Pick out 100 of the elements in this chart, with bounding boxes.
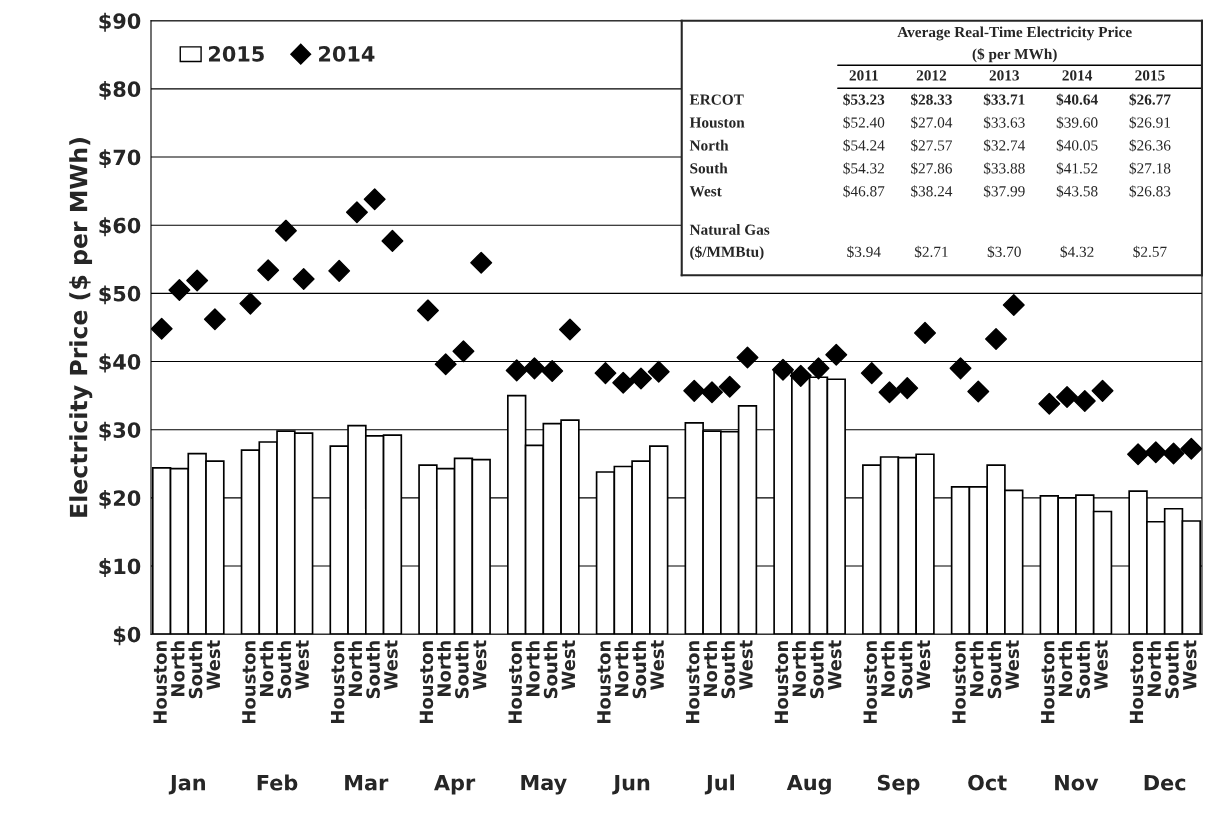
- text: Feb: [257, 774, 298, 791]
- text: Jan: [168, 775, 205, 795]
- y-tick-label: $40: [99, 353, 141, 373]
- annotation: $2.71: [914, 245, 948, 258]
- x-tick-label: Houston: [508, 641, 522, 724]
- x-tick-label: Houston: [863, 641, 877, 724]
- annotation: $26.77: [1129, 93, 1171, 106]
- x-tick-label: North: [525, 641, 540, 696]
- annotation: $27.57: [911, 139, 953, 152]
- x-tick-label: North: [969, 641, 984, 696]
- annotation: $54.24: [843, 139, 885, 152]
- annotation: $4.32: [1060, 245, 1094, 258]
- x-tick-label: North: [792, 641, 806, 696]
- annotation: $27.86: [911, 162, 952, 175]
- x-tick-label: North: [436, 641, 451, 696]
- x-tick-label: North: [1147, 641, 1162, 696]
- annotation: ($ per MWh): [972, 47, 1057, 63]
- x-tick-label: West: [473, 640, 487, 691]
- x-tick-label: Houston: [153, 641, 167, 724]
- x-tick-label: Houston: [597, 641, 611, 724]
- annotation: South: [690, 162, 728, 174]
- x-tick-label: West: [206, 640, 221, 691]
- x-tick-label: Houston: [1041, 641, 1055, 724]
- x-tick-label: West: [650, 640, 664, 691]
- text: Dec: [1144, 775, 1186, 791]
- y-tick-label: $30: [99, 421, 141, 441]
- annotation: $27.04: [911, 116, 953, 129]
- x-tick-label: South: [1076, 641, 1091, 699]
- x-tick-label: South: [188, 641, 203, 699]
- annotation: $39.60: [1056, 116, 1098, 129]
- text: May: [521, 774, 567, 795]
- x-tick-label: North: [880, 641, 895, 696]
- x-tick-label: West: [1183, 640, 1197, 691]
- annotation: $26.91: [1129, 116, 1171, 129]
- annotation: Houston: [689, 117, 745, 128]
- text: Apr: [434, 775, 476, 795]
- x-tick-label: Houston: [1129, 641, 1144, 724]
- x-tick-label: West: [916, 640, 931, 691]
- text: Oct: [968, 774, 1007, 791]
- y-tick-label: $80: [99, 80, 141, 100]
- annotation: $38.24: [911, 185, 953, 198]
- annotation: $33.71: [983, 93, 1025, 106]
- annotation: $32.74: [983, 139, 1026, 152]
- x-tick-label: South: [898, 641, 913, 699]
- annotation: $33.88: [983, 162, 1025, 175]
- x-tick-label: West: [1005, 640, 1020, 691]
- annotation: $33.63: [983, 116, 1025, 129]
- annotation: $37.99: [983, 185, 1025, 198]
- y-tick-label: $90: [99, 12, 141, 32]
- text: Jun: [612, 775, 650, 795]
- annotation: $26.83: [1129, 185, 1171, 198]
- text: Sep: [877, 774, 920, 795]
- annotation: $26.36: [1129, 139, 1171, 152]
- x-tick-label: South: [632, 641, 647, 699]
- annotation: 2013: [989, 70, 1020, 81]
- annotation: ERCOT: [689, 94, 744, 105]
- annotation: West: [689, 186, 722, 197]
- annotation: $40.05: [1056, 139, 1098, 152]
- annotation: $41.52: [1056, 162, 1098, 175]
- x-tick-label: South: [365, 641, 380, 699]
- annotation: 2011: [849, 70, 878, 81]
- annotation: $3.94: [847, 245, 881, 258]
- legend-label: 2015: [208, 45, 264, 62]
- annotation: $52.40: [843, 116, 885, 129]
- annotation: $27.18: [1129, 162, 1171, 175]
- x-tick-label: West: [828, 640, 842, 691]
- x-tick-label: West: [1094, 640, 1108, 691]
- annotation: $43.58: [1056, 185, 1098, 198]
- x-tick-label: West: [739, 640, 753, 691]
- annotation: $46.87: [843, 185, 885, 198]
- x-tick-label: West: [561, 640, 576, 691]
- y-tick-label: $50: [99, 285, 141, 305]
- x-tick-label: North: [614, 641, 629, 696]
- y-axis-title: Electricity Price ($ per MWh): [69, 138, 93, 517]
- y-tick-label: $70: [99, 149, 141, 169]
- annotation: 2014: [1062, 70, 1093, 81]
- x-tick-label: South: [987, 641, 1002, 699]
- x-tick-label: South: [543, 641, 558, 699]
- x-tick-label: West: [295, 640, 309, 691]
- annotation: $3.70: [987, 245, 1021, 258]
- x-tick-label: North: [170, 641, 185, 696]
- x-tick-label: Houston: [331, 641, 345, 724]
- y-tick-label: $0: [113, 626, 141, 646]
- x-tick-label: South: [454, 641, 469, 699]
- text: Aug: [786, 774, 831, 795]
- annotation: 2015: [1135, 70, 1165, 81]
- annotation: North: [689, 139, 729, 151]
- x-tick-label: Houston: [774, 641, 789, 724]
- annotation: 2012: [916, 70, 947, 81]
- y-tick-label: $10: [99, 558, 141, 577]
- x-tick-label: North: [259, 641, 274, 696]
- x-tick-label: South: [721, 641, 735, 699]
- x-tick-label: North: [1058, 641, 1073, 696]
- x-tick-label: West: [384, 640, 398, 691]
- annotation: $53.23: [843, 93, 885, 106]
- annotation: Average Real-Time Electricity Price: [897, 26, 1132, 41]
- x-tick-label: South: [277, 641, 292, 699]
- x-tick-label: Houston: [242, 641, 256, 724]
- legend-label: 2014: [319, 45, 375, 62]
- x-tick-label: South: [1164, 641, 1179, 699]
